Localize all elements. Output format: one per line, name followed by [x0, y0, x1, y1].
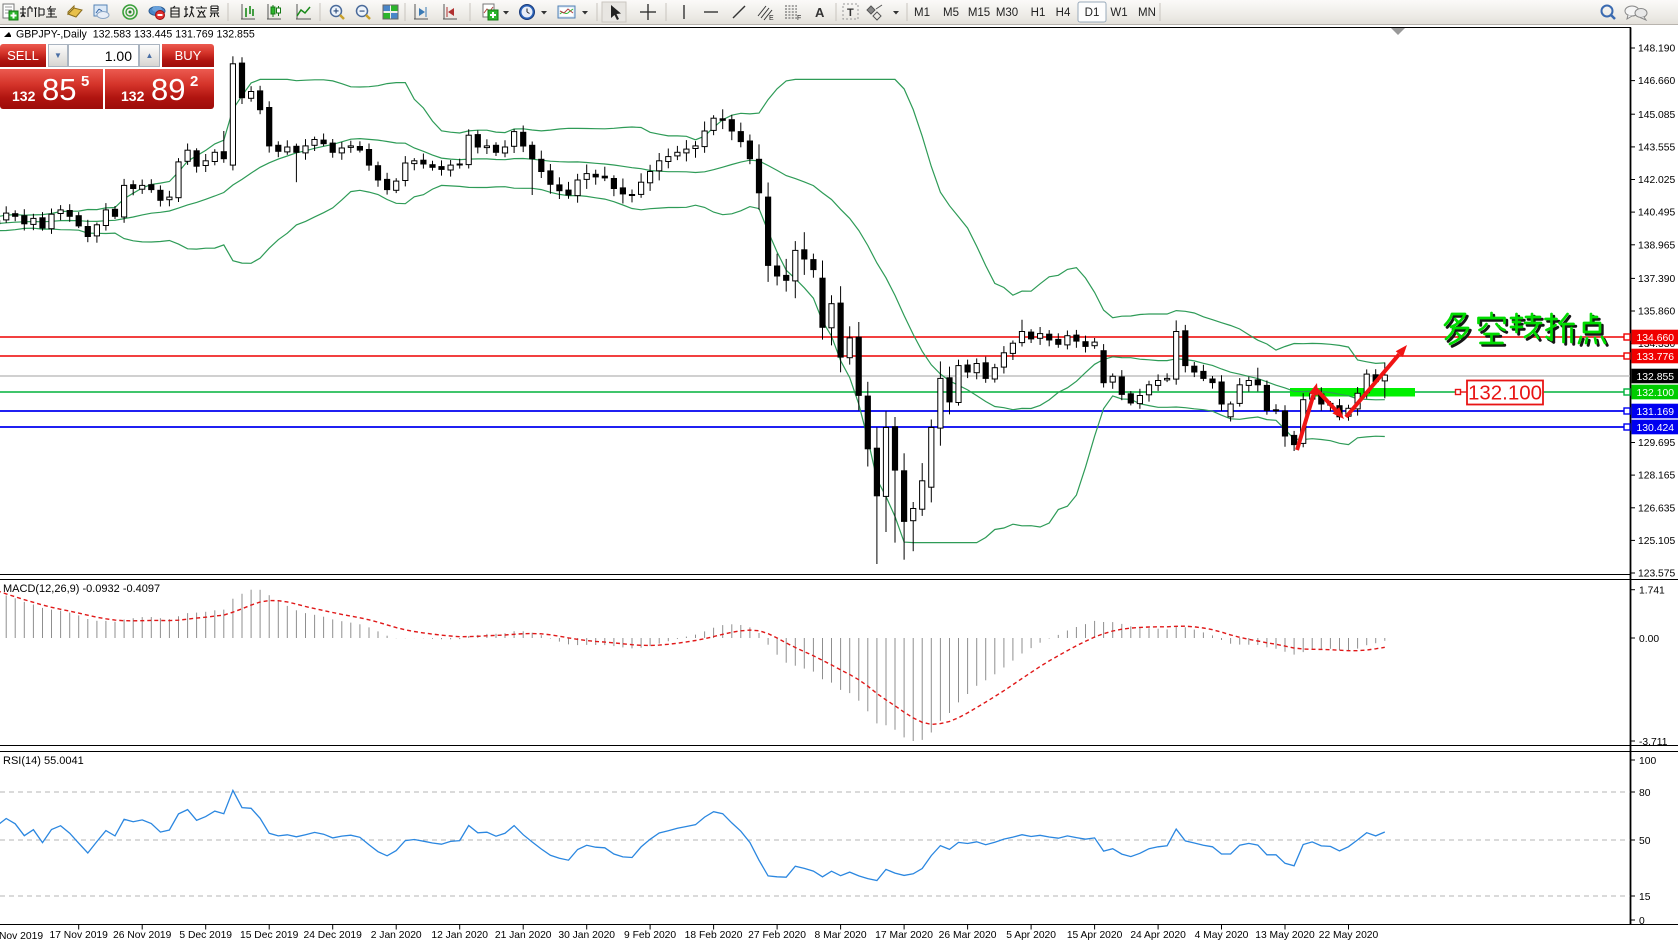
svg-text:126.635: 126.635 — [1638, 503, 1675, 514]
svg-text:T: T — [847, 7, 854, 19]
svg-text:146.660: 146.660 — [1638, 76, 1675, 87]
svg-text:M5: M5 — [943, 7, 959, 19]
svg-text:E: E — [769, 15, 774, 22]
svg-text:9 Feb 2020: 9 Feb 2020 — [624, 930, 676, 941]
svg-text:-3.711: -3.711 — [1639, 737, 1668, 748]
svg-text:5 Dec 2019: 5 Dec 2019 — [179, 930, 232, 941]
svg-text:26 Nov 2019: 26 Nov 2019 — [113, 930, 172, 941]
svg-text:135.860: 135.860 — [1638, 307, 1675, 318]
svg-text:−: − — [359, 7, 365, 18]
svg-text:H4: H4 — [1056, 7, 1071, 19]
svg-text:80: 80 — [1639, 788, 1651, 799]
svg-text:A: A — [815, 5, 825, 20]
svg-text:132.855: 132.855 — [1637, 372, 1675, 383]
svg-text:M15: M15 — [968, 7, 990, 19]
svg-text:137.390: 137.390 — [1638, 274, 1675, 285]
svg-text:17 Nov 2019: 17 Nov 2019 — [49, 930, 108, 941]
svg-text:50: 50 — [1639, 836, 1651, 847]
svg-text:132.100: 132.100 — [1468, 382, 1542, 405]
svg-text:5 Apr 2020: 5 Apr 2020 — [1006, 930, 1056, 941]
svg-text:24 Apr 2020: 24 Apr 2020 — [1130, 930, 1186, 941]
svg-text:148.190: 148.190 — [1638, 44, 1675, 55]
svg-text:130.424: 130.424 — [1637, 423, 1675, 434]
svg-text:15: 15 — [1639, 892, 1651, 903]
svg-text:W1: W1 — [1110, 7, 1127, 19]
svg-text:D1: D1 — [1085, 7, 1100, 19]
svg-text:8 Mar 2020: 8 Mar 2020 — [815, 930, 867, 941]
svg-text:134.660: 134.660 — [1637, 333, 1675, 344]
svg-text:2 Jan 2020: 2 Jan 2020 — [371, 930, 422, 941]
svg-text:128.165: 128.165 — [1638, 471, 1675, 482]
svg-text:RSI(14) 55.0041: RSI(14) 55.0041 — [3, 755, 84, 767]
svg-text:140.495: 140.495 — [1638, 208, 1675, 219]
svg-text:H1: H1 — [1031, 7, 1046, 19]
svg-text:21 Jan 2020: 21 Jan 2020 — [495, 930, 552, 941]
svg-text:123.575: 123.575 — [1638, 569, 1675, 580]
svg-text:100: 100 — [1639, 756, 1656, 767]
svg-text:+: + — [333, 7, 339, 18]
svg-text:Nov 2019: Nov 2019 — [0, 931, 43, 942]
svg-text:F: F — [797, 15, 801, 22]
svg-text:1.741: 1.741 — [1639, 586, 1665, 597]
svg-text:17 Mar 2020: 17 Mar 2020 — [875, 930, 933, 941]
svg-text:M30: M30 — [996, 7, 1018, 19]
svg-text:0.00: 0.00 — [1639, 634, 1659, 645]
svg-text:15 Apr 2020: 15 Apr 2020 — [1067, 930, 1123, 941]
svg-text:138.965: 138.965 — [1638, 240, 1675, 251]
svg-text:26 Mar 2020: 26 Mar 2020 — [939, 930, 997, 941]
svg-text:24 Dec 2019: 24 Dec 2019 — [303, 930, 362, 941]
svg-text:MN: MN — [1138, 7, 1156, 19]
svg-text:129.695: 129.695 — [1638, 438, 1675, 449]
svg-text:15 Dec 2019: 15 Dec 2019 — [240, 930, 299, 941]
svg-text:125.105: 125.105 — [1638, 536, 1675, 547]
svg-text:27 Feb 2020: 27 Feb 2020 — [748, 930, 806, 941]
svg-text:131.169: 131.169 — [1637, 407, 1675, 418]
svg-text:12 Jan 2020: 12 Jan 2020 — [431, 930, 488, 941]
svg-text:30 Jan 2020: 30 Jan 2020 — [558, 930, 615, 941]
svg-text:13 May 2020: 13 May 2020 — [1255, 930, 1315, 941]
svg-text:22 May 2020: 22 May 2020 — [1319, 930, 1379, 941]
svg-text:143.555: 143.555 — [1638, 143, 1675, 154]
svg-text:GBPJPY-,Daily 132.583 133.445: GBPJPY-,Daily 132.583 133.445 131.769 13… — [16, 29, 255, 41]
svg-text:134.330: 134.330 — [1638, 339, 1675, 350]
svg-text:133.776: 133.776 — [1637, 352, 1675, 363]
svg-text:4 May 2020: 4 May 2020 — [1195, 930, 1249, 941]
svg-text:0: 0 — [1639, 916, 1645, 927]
svg-text:142.025: 142.025 — [1638, 175, 1675, 186]
svg-text:M1: M1 — [914, 7, 930, 19]
svg-text:145.085: 145.085 — [1638, 110, 1675, 121]
svg-text:18 Feb 2020: 18 Feb 2020 — [685, 930, 743, 941]
svg-text:MACD(12,26,9) -0.0932 -0.4097: MACD(12,26,9) -0.0932 -0.4097 — [3, 583, 160, 595]
svg-text:132.100: 132.100 — [1637, 388, 1675, 399]
